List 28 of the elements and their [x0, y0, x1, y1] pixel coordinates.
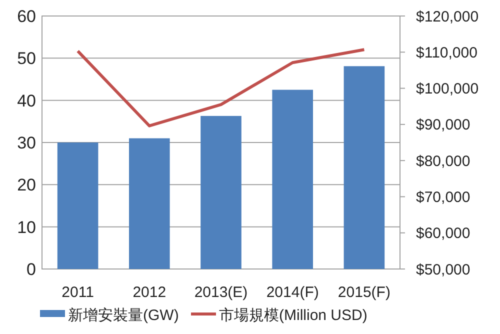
y-tick-label: 60	[17, 6, 36, 26]
y2-tick-label: $60,000	[416, 225, 470, 242]
line-series	[76, 48, 366, 128]
legend-label: 新增安裝量(GW)	[68, 307, 179, 324]
y-tick-label: 30	[17, 133, 36, 152]
y-tick-label: 50	[17, 49, 36, 68]
bar	[128, 138, 170, 269]
x-tick-label: 2015(F)	[338, 284, 390, 301]
bar	[344, 66, 385, 269]
y2-tick-label: $80,000	[416, 152, 470, 170]
y-tick-label: 10	[17, 218, 36, 237]
y2-tick-label: $70,000	[416, 188, 470, 206]
x-tick-label: 2011	[62, 284, 94, 301]
x-tick-label: 2014(F)	[266, 284, 319, 301]
bar	[200, 116, 242, 269]
y2-tick-label: $110,000	[416, 44, 478, 62]
y2-tick-label: $90,000	[416, 116, 470, 134]
x-tick-label: 2012	[132, 284, 166, 301]
bar	[272, 90, 314, 269]
x-tick-label: 2013(E)	[194, 284, 248, 301]
bar	[57, 142, 98, 269]
y-tick-label: 40	[17, 91, 36, 110]
y2-tick-label: $120,000	[416, 8, 479, 26]
legend-label: 市場規模(Million USD)	[219, 307, 368, 324]
y2-tick-label: $100,000	[416, 80, 479, 98]
y-tick-label: 20	[17, 176, 36, 195]
y2-tick-label: $50,000	[416, 261, 470, 278]
y-tick-label: 0	[26, 260, 36, 279]
